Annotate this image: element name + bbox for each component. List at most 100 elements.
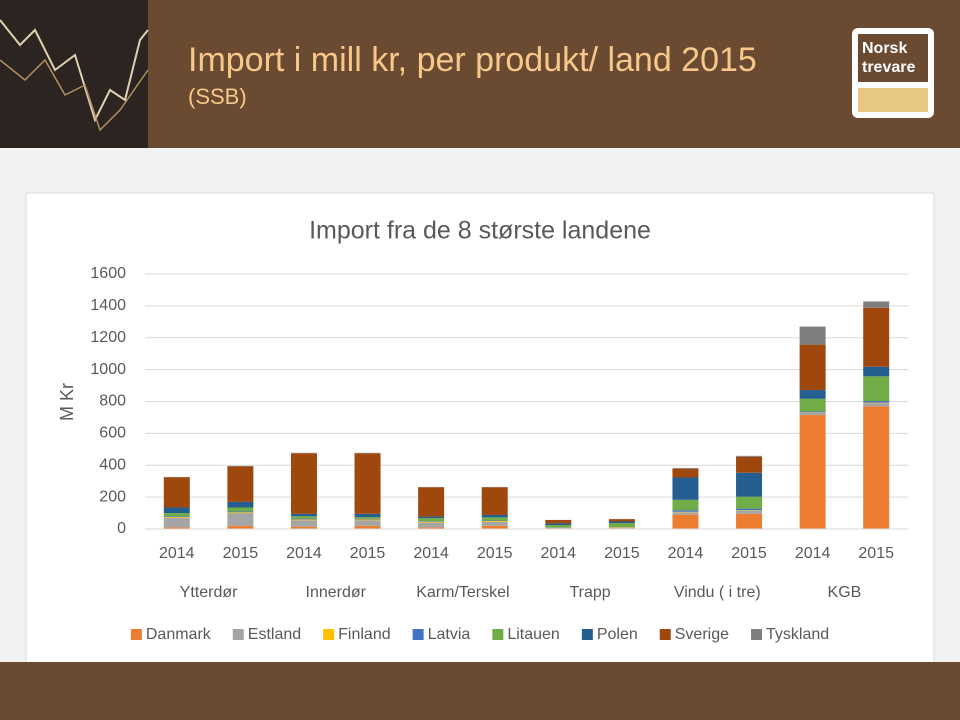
bar-segment	[163, 477, 190, 508]
bar-segment	[290, 520, 317, 527]
logo-box	[858, 34, 928, 82]
bar-segment	[736, 496, 763, 509]
bar-segment	[736, 456, 763, 473]
group-label: Ytterdør	[180, 584, 238, 601]
bar-segment	[163, 513, 190, 517]
bar-segment	[227, 466, 254, 502]
bar-segment	[290, 513, 317, 517]
bar-segment	[863, 366, 890, 377]
x-tick-label: 2014	[795, 545, 831, 562]
bar-segment	[227, 512, 254, 514]
bar-segment	[799, 390, 826, 399]
y-tick-label: 600	[99, 425, 126, 442]
legend-swatch	[232, 629, 244, 640]
x-tick-label: 2015	[858, 545, 894, 562]
logo-wood	[858, 88, 928, 112]
y-tick-label: 1400	[90, 297, 126, 314]
x-tick-label: 2015	[223, 545, 259, 562]
x-tick-label: 2015	[477, 545, 513, 562]
group-label: KGB	[828, 584, 862, 601]
legend-swatch	[492, 629, 504, 640]
legend-swatch	[581, 629, 593, 640]
bar-segment	[736, 508, 763, 511]
bar-segment	[481, 525, 508, 529]
logo-text: Norsk	[862, 40, 907, 57]
bar-segment	[481, 521, 508, 522]
bar-segment	[354, 453, 381, 514]
bar-segment	[672, 514, 699, 529]
legend-label: Polen	[597, 626, 638, 643]
legend-label: Danmark	[146, 626, 212, 643]
bar-segment	[863, 376, 890, 402]
bar-segment	[736, 513, 763, 529]
bar-segment	[163, 517, 190, 528]
bar-segment	[799, 411, 826, 413]
bar-segment	[418, 487, 445, 517]
x-tick-label: 2015	[731, 545, 767, 562]
header-band	[0, 0, 960, 148]
bar-segment	[227, 513, 254, 526]
legend-swatch	[751, 629, 762, 640]
bar-segment	[418, 518, 445, 522]
bar-segment	[418, 521, 445, 523]
bar-segment	[163, 517, 190, 518]
x-tick-label: 2014	[286, 545, 322, 562]
bar-segment	[545, 527, 572, 529]
bar-segment	[863, 301, 890, 308]
bar-segment	[545, 525, 572, 528]
bar-segment	[227, 501, 254, 508]
bar-segment	[672, 477, 699, 500]
bar-segment	[163, 527, 190, 529]
legend-label: Finland	[338, 626, 390, 643]
logo-text: trevare	[862, 59, 915, 76]
bar-segment	[163, 516, 190, 518]
x-tick-label: 2015	[350, 545, 386, 562]
bar-segment	[799, 412, 826, 416]
bar-segment	[354, 520, 381, 526]
header-title: Import i mill kr, per produkt/ land 2015	[188, 41, 757, 79]
bar-segment	[354, 518, 381, 520]
bar-segment	[163, 507, 190, 514]
legend-label: Tyskland	[766, 626, 829, 643]
header-subtitle: (SSB)	[188, 84, 247, 109]
bar-segment	[227, 511, 254, 513]
bar-segment	[481, 517, 508, 521]
bar-segment	[354, 513, 381, 518]
group-label: Vindu ( i tre)	[674, 584, 761, 601]
legend-label: Litauen	[507, 626, 560, 643]
bar-segment	[608, 521, 635, 524]
bar-segment	[736, 455, 763, 457]
bar-segment	[672, 512, 699, 515]
y-tick-label: 200	[99, 488, 126, 505]
group-label: Innerdør	[306, 584, 367, 601]
bar-segment	[672, 468, 699, 478]
chart-box	[25, 192, 935, 666]
bar-segment	[418, 516, 445, 519]
x-tick-label: 2014	[668, 545, 704, 562]
bar-segment	[290, 526, 317, 529]
x-tick-label: 2014	[159, 545, 195, 562]
image-line	[0, 19, 149, 123]
bar-segment	[608, 519, 635, 522]
bar-segment	[672, 510, 699, 512]
bar-segment	[799, 415, 826, 529]
x-tick-label: 2015	[604, 545, 640, 562]
bar-segment	[227, 525, 254, 529]
legend-label: Sverige	[675, 626, 729, 643]
legend-swatch	[412, 629, 424, 640]
bar-segment	[290, 453, 317, 514]
bar-segment	[799, 344, 826, 391]
bar-segment	[290, 519, 317, 521]
bar-segment	[418, 527, 445, 529]
y-tick-label: 1200	[90, 329, 126, 346]
bar-segment	[799, 398, 826, 412]
y-axis-label: M Kr	[57, 383, 77, 421]
y-tick-label: 800	[99, 393, 126, 410]
bar-segment	[863, 406, 890, 529]
legend-label: Latvia	[428, 626, 471, 643]
bar-segment	[481, 487, 508, 515]
bar-segment	[672, 499, 699, 511]
y-tick-label: 1000	[90, 361, 126, 378]
bar-segment	[227, 507, 254, 512]
